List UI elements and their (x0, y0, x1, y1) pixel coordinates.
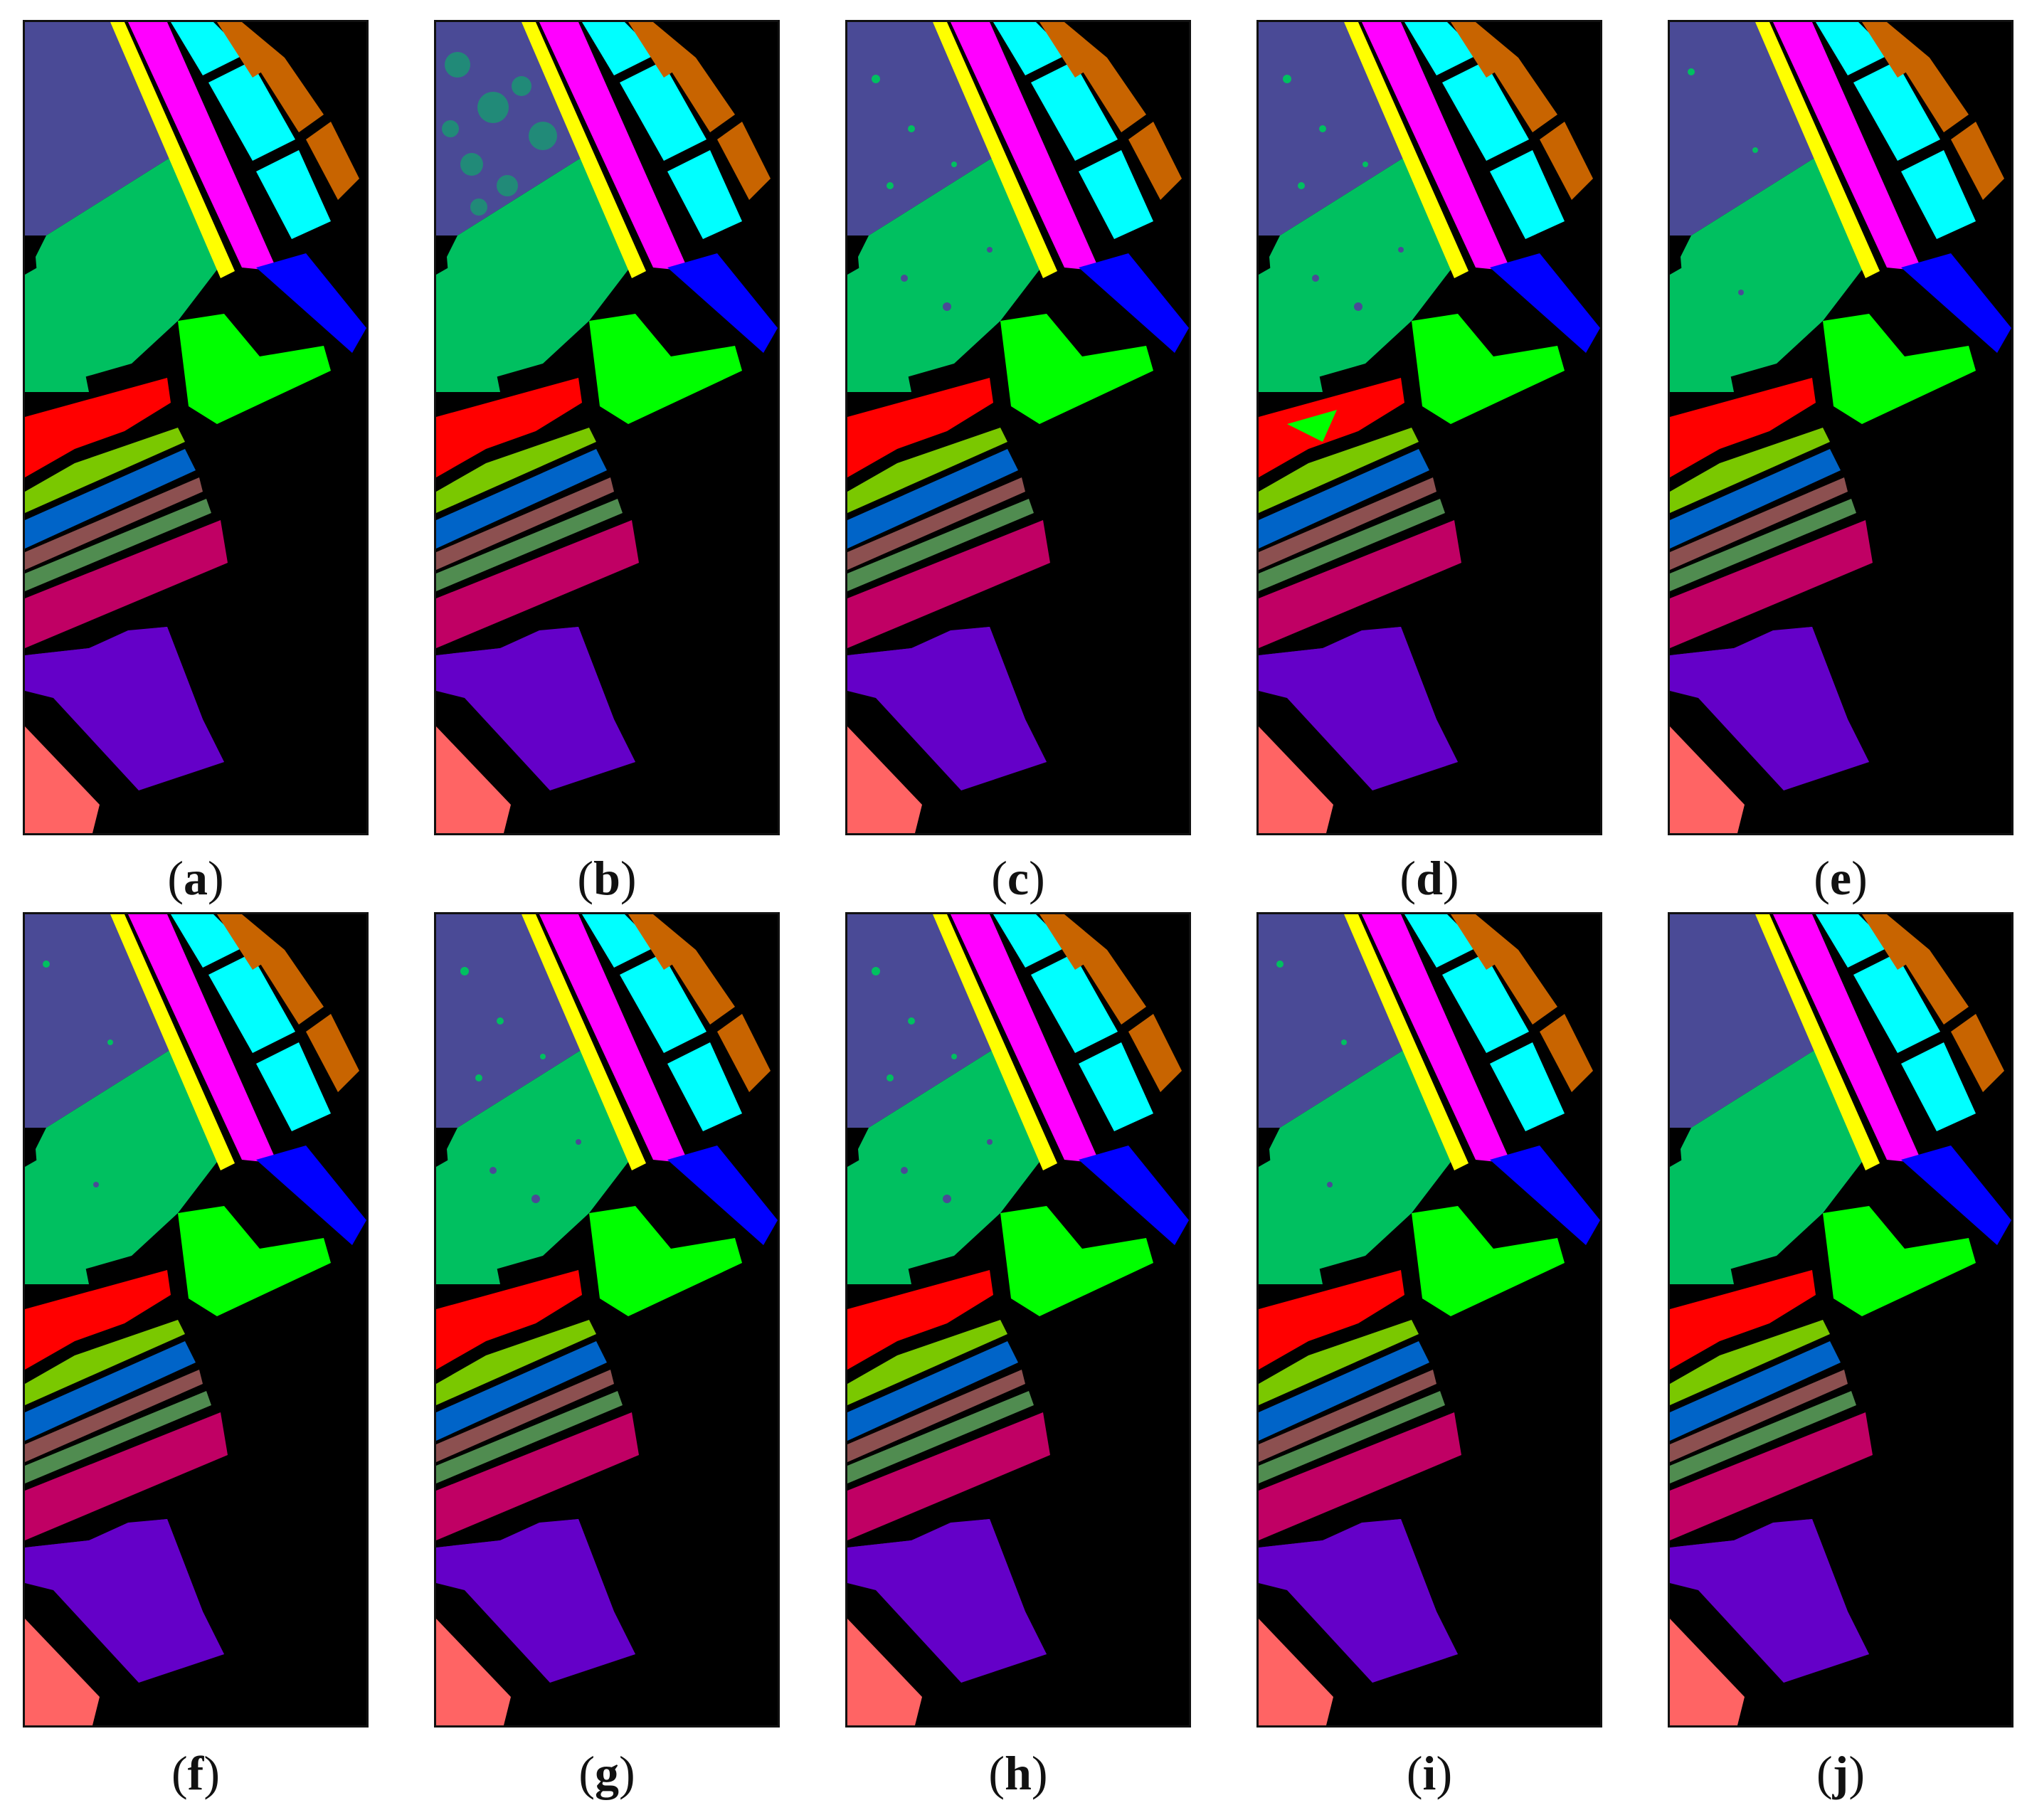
map-graphic (1259, 914, 1600, 1725)
panel-label-f: (f) (171, 1746, 220, 1800)
classification-map (434, 20, 780, 835)
panel-label-h: (h) (988, 1746, 1048, 1800)
panel-label-b: (b) (577, 851, 637, 905)
classification-map (23, 912, 369, 1728)
classification-map (23, 20, 369, 835)
map-graphic (1259, 22, 1600, 833)
panel-label-g: (g) (578, 1746, 635, 1800)
panel-label-d: (d) (1399, 851, 1459, 905)
map-graphic (25, 914, 366, 1725)
classification-map (845, 912, 1191, 1728)
map-graphic (25, 22, 366, 833)
map-graphic (436, 914, 778, 1725)
map-graphic (847, 22, 1189, 833)
classification-map (845, 20, 1191, 835)
panel-label-j: (j) (1816, 1746, 1865, 1800)
map-graphic (847, 914, 1189, 1725)
classification-map (1668, 912, 2014, 1728)
panel-label-c: (c) (991, 851, 1045, 905)
map-graphic (1670, 914, 2011, 1725)
classification-map (1668, 20, 2014, 835)
map-graphic (1670, 22, 2011, 833)
classification-map (434, 912, 780, 1728)
panel-label-a: (a) (167, 851, 224, 905)
panel-label-i: (i) (1406, 1746, 1453, 1800)
map-graphic (436, 22, 778, 833)
classification-map (1256, 912, 1602, 1728)
panel-label-e: (e) (1814, 851, 1868, 905)
classification-map (1256, 20, 1602, 835)
